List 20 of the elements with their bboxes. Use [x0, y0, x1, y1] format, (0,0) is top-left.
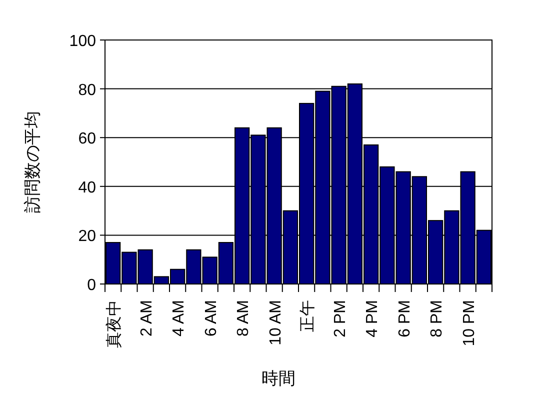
y-tick-label: 0 — [87, 277, 96, 294]
y-tick-label: 100 — [69, 33, 96, 50]
y-tick-label: 40 — [78, 179, 96, 196]
x-tick-label: 2 AM — [138, 300, 156, 336]
x-tick-label: 4 PM — [364, 300, 382, 338]
x-tick-label: 10 PM — [460, 300, 478, 346]
x-tick-label: 2 PM — [332, 300, 349, 338]
x-tick-label: 10 AM — [267, 300, 284, 346]
x-tick-label: 8 AM — [235, 300, 252, 336]
x-tick-label: 6 PM — [396, 300, 414, 338]
x-tick-label: 4 AM — [170, 300, 188, 336]
x-axis-title: 時間 — [262, 369, 296, 388]
y-tick-label: 60 — [78, 130, 96, 148]
x-tick-label: 6 AM — [202, 300, 220, 336]
x-tick-label: 正午 — [300, 300, 317, 332]
x-tick-label: 8 PM — [428, 300, 446, 338]
y-tick-label: 80 — [78, 82, 96, 99]
x-tick-label: 真夜中 — [105, 300, 124, 348]
y-axis-title: 訪問数の平均 — [23, 111, 42, 213]
y-tick-label: 20 — [78, 228, 96, 246]
